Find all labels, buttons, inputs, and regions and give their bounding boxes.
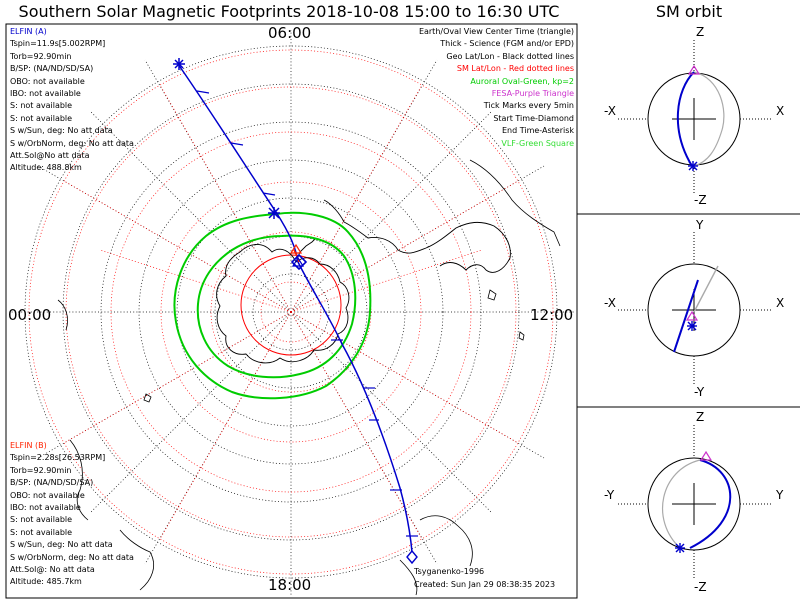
elfin-a-line: Tspin=11.9s[5.002RPM] [10,39,106,49]
legend-item: Tick Marks every 5min [483,101,574,111]
elfin-b-line: OBO: not available [10,490,85,500]
south-america-inland [469,159,561,247]
polar-footprint-map [10,30,575,596]
elfin-b-line: S w/Sun, deg: No att data [10,540,113,550]
orbit-axis-bottom: -Z [694,193,707,207]
orbit-axis-bottom: -Z [694,580,707,594]
elfin-a-line: Torb=92.90min [10,51,72,61]
elfin-a-ticks [196,90,418,537]
elfin-b-line: Altitude: 485.7km [10,577,82,587]
legend-item: VLF-Green Square [501,138,574,148]
created-label: Created: Sun Jan 29 08:38:35 2023 [414,580,556,589]
elfin-a-line: Altitude: 488.8km [10,163,82,173]
orbit-axis-bottom: -Y [694,385,705,399]
elfin-a-mid-asterisk [268,207,280,219]
legend-item: Start Time-Diamond [493,113,574,123]
mlt-label-right: 12:00 [530,306,574,324]
legend-item: Geo Lat/Lon - Black dotted lines [446,51,574,61]
elfin-a-line: S w/Sun, deg: No att data [10,126,113,136]
orbit-axis-right: X [776,296,785,310]
sm-grid [28,49,554,575]
elfin-a-line: Att.Sol@No att data [10,151,90,161]
orbit-axis-left: -X [604,104,616,118]
model-label: Tsyganenko-1996 [414,567,485,576]
legend-item: Thick - Science (FGM and/or EPD) [440,39,574,49]
auroral-oval-inner [196,234,357,379]
orbit-axis-top: Z [696,410,705,424]
elfin-b-line: Att.Sol@: No att data [10,565,95,575]
elfin-a-track [177,63,413,553]
elfin-b-line: S: not available [10,515,73,525]
orbit-axis-left: -X [604,296,616,310]
orbit-axis-right: Y [776,488,784,502]
legend-item: Earth/Oval View Center Time (triangle) [418,27,574,36]
elfin-a-line: S: not available [10,101,73,111]
elfin-a-view-triangle [291,256,305,267]
elfin-b-line: IBO: not available [10,503,81,513]
mlt-label-left: 00:00 [8,306,52,324]
auroral-oval-outer [173,211,372,400]
orbit-axis-top: Z [696,25,705,39]
legend-item: FESA-Purple Triangle [491,89,574,99]
south-america-coastline [323,199,511,273]
elfin-a-start-diamond [406,549,418,565]
elfin-a-line: S w/OrbNorm, deg: No att data [10,138,134,148]
australia-coastline [119,529,154,591]
elfin-b-header: ELFIN (B) [10,441,47,450]
orbit-axis-right: X [776,104,785,118]
elfin-a-info: ELFIN (A) Tspin=11.9s[5.002RPM] Torb=92.… [10,26,134,175]
mlt-label-top: 06:00 [268,24,312,42]
elfin-b-info: ELFIN (B) Tspin=2.28s[26.53RPM] Torb=92.… [10,440,134,589]
antarctica-coastline [216,244,350,364]
orbit-title: SM orbit [655,2,723,21]
legend: Earth/Oval View Center Time (triangle) T… [360,26,574,150]
africa-coastline [399,515,473,596]
island-outline [143,289,525,403]
australia-coastline [57,299,89,521]
legend-item: Auroral Oval-Green, kp=2 [470,76,574,86]
elfin-a-line: S: not available [10,113,73,123]
orbit-axis-top: Y [696,218,704,232]
elfin-a-end-asterisk [173,58,185,70]
orbit-axis-left: -Y [604,488,615,502]
elfin-b-line: S: not available [10,527,73,537]
orbit-panel-yz [618,425,772,580]
polar-plot-frame [5,23,578,599]
elfin-a-center-diamond [290,253,308,271]
orbit-panel-xy [618,232,772,386]
elfin-a-header: ELFIN (A) [10,27,47,36]
elfin-b-line: S w/OrbNorm, deg: No att data [10,552,134,562]
elfin-a-line: IBO: not available [10,89,81,99]
legend-item: End Time-Asterisk [501,126,574,136]
elfin-a-line: OBO: not available [10,76,85,86]
elfin-b-line: Torb=92.90min [10,465,72,475]
elfin-a-line: B/SP: (NA/ND/SD/SA) [10,64,94,74]
mlt-label-bottom: 18:00 [268,576,312,594]
elfin-b-line: B/SP: (NA/ND/SD/SA) [10,478,94,488]
legend-item: SM Lat/Lon - Red dotted lines [456,64,574,74]
fesa-triangle [289,243,303,254]
orbit-panel-xz [618,40,772,193]
elfin-b-line: Tspin=2.28s[26.53RPM] [10,453,106,463]
main-title: Southern Solar Magnetic Footprints 2018-… [18,2,560,21]
